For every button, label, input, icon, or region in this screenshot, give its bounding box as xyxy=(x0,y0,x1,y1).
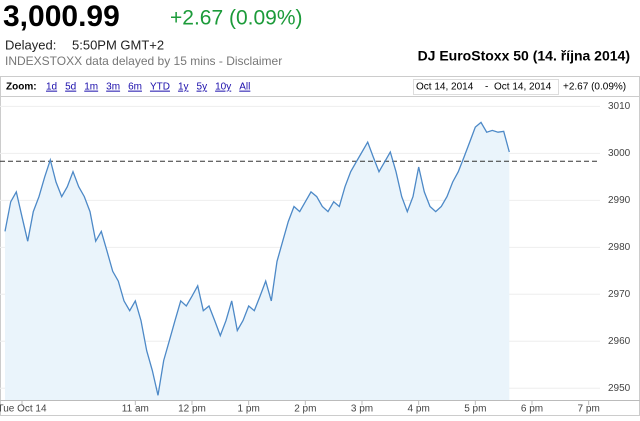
date-box xyxy=(413,79,559,95)
x-tick-label: 1 pm xyxy=(238,404,260,415)
zoom-range[interactable]: 1y xyxy=(178,82,189,93)
area xyxy=(5,122,510,400)
plot: 2950 2960 2970 2980 2990 3000 3010 Tue Oct 14 11… xyxy=(0,101,640,415)
y-tick-label: 3000 xyxy=(608,148,631,159)
zoom-range[interactable]: All xyxy=(239,82,250,93)
date-separator: - xyxy=(485,82,488,93)
date-from: Oct 14, 2014 xyxy=(416,82,474,93)
x-tick-label: 5 pm xyxy=(464,404,486,415)
x-tick-label: Tue Oct 14 xyxy=(0,404,47,415)
zoom-range[interactable]: 5y xyxy=(197,82,208,93)
x-tick-label: 2 pm xyxy=(294,404,316,415)
y-tick-label: 2990 xyxy=(608,195,631,206)
zoom-label: Zoom: xyxy=(6,82,37,93)
zoom-range[interactable]: 1d xyxy=(46,82,57,93)
price-change: +2.67 (0.09%) xyxy=(170,7,303,30)
y-tick-label: 2980 xyxy=(608,242,631,253)
y-tick-label: 2950 xyxy=(608,383,631,394)
zoom-ranges: 1d 5d 1m 3m 6m YTD 1y 5y 10y All xyxy=(46,82,250,93)
y-tick-label: 2960 xyxy=(608,336,631,347)
zoom-range[interactable]: 6m xyxy=(128,82,142,93)
line xyxy=(4,121,510,396)
zoom-range[interactable]: 3m xyxy=(106,82,120,93)
date-to: Oct 14, 2014 xyxy=(494,82,552,93)
zoom-range[interactable]: YTD xyxy=(150,82,170,93)
x-tick-label: 6 pm xyxy=(521,404,543,415)
x-tick-label: 3 pm xyxy=(351,404,373,415)
range-change: +2.67 (0.09%) xyxy=(563,82,626,93)
x-tick-label: 7 pm xyxy=(578,404,600,415)
y-tick-label: 2970 xyxy=(608,289,631,300)
x-tick-label: 11 am xyxy=(122,404,149,415)
x-tick-label: 12 pm xyxy=(178,404,206,415)
price: 3,000.99 xyxy=(3,0,120,33)
y-tick-label: 3010 xyxy=(608,101,631,112)
delayed-label: Delayed: xyxy=(5,37,56,52)
delayed-time: 5:50PM GMT+2 xyxy=(72,37,164,52)
zoom-range[interactable]: 1m xyxy=(84,82,98,93)
zoom-range[interactable]: 5d xyxy=(65,82,76,93)
zoom-range[interactable]: 10y xyxy=(215,82,231,93)
source-note: INDEXSTOXX data delayed by 15 mins - Dis… xyxy=(5,54,282,68)
chart-title: DJ EuroStoxx 50 (14. října 2014) xyxy=(418,48,630,64)
x-tick-label: 4 pm xyxy=(408,404,430,415)
